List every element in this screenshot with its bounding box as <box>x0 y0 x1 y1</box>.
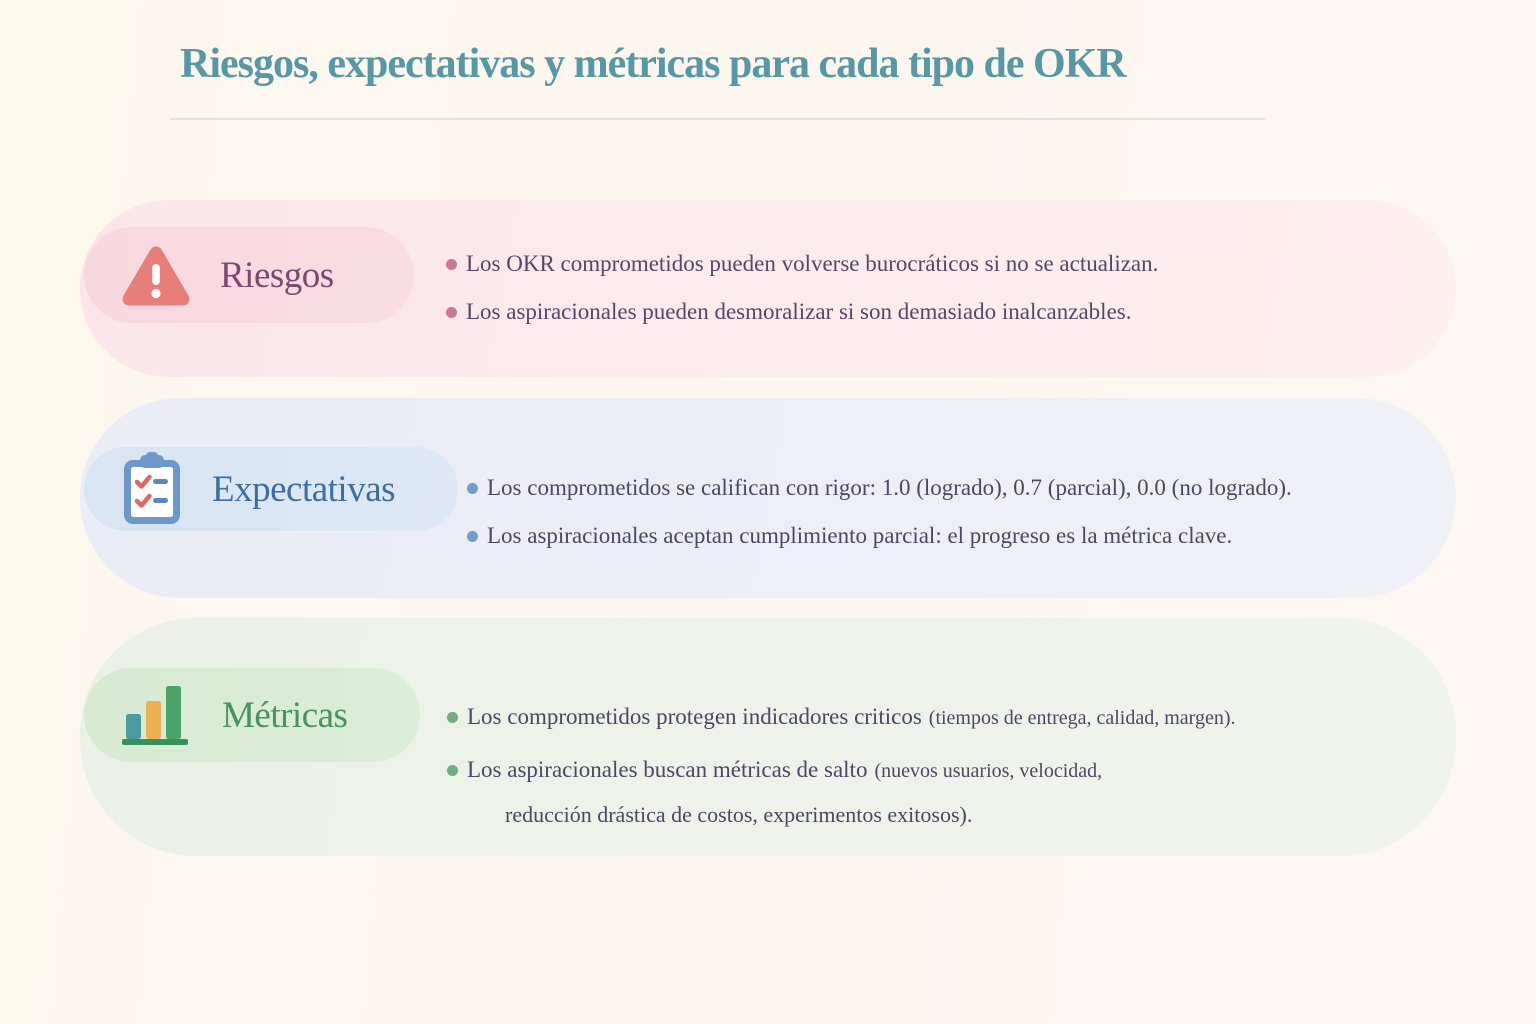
metricas-bullet-1-main: Los comprometidos protegen indicadores c… <box>467 704 922 729</box>
bullet-dot-icon <box>446 259 457 270</box>
expectativas-bullet-2: Los aspiracionales aceptan cumplimiento … <box>467 521 1232 551</box>
riesgos-bullet-1-text: Los OKR comprometidos pueden volverse bu… <box>466 251 1159 276</box>
expectativas-bullet-2-text: Los aspiracionales aceptan cumplimiento … <box>487 523 1233 548</box>
expectativas-label: Expectativas <box>212 468 396 510</box>
riesgos-badge: Riesgos <box>84 227 414 323</box>
metricas-bullet-2-continuation: reducción drástica de costos, experiment… <box>505 802 973 827</box>
metricas-bullet-2-main: Los aspiracionales buscan métricas de sa… <box>467 757 868 782</box>
section-metricas: Métricas Los comprometidos protegen indi… <box>80 618 1456 856</box>
riesgos-bullet-1: Los OKR comprometidos pueden volverse bu… <box>446 249 1158 279</box>
riesgos-bullet-2-text: Los aspiracionales pueden desmoralizar s… <box>466 299 1132 324</box>
bullet-dot-icon <box>446 307 457 318</box>
page-title: Riesgos, expectativas y métricas para ca… <box>180 41 1127 87</box>
section-riesgos: Riesgos Los OKR comprometidos pueden vol… <box>80 200 1456 377</box>
bar-chart-icon <box>122 686 188 745</box>
metricas-badge: Métricas <box>84 668 420 762</box>
expectativas-bullet-1: Los comprometidos se califican con rigor… <box>467 473 1292 503</box>
warning-triangle-icon <box>122 246 190 306</box>
metricas-bullet-1: Los comprometidos protegen indicadores c… <box>447 702 1236 733</box>
metricas-label: Métricas <box>222 694 348 736</box>
bullet-dot-icon <box>447 765 458 776</box>
metricas-bullet-1-paren: (tiempos de entrega, calidad, margen). <box>928 707 1236 729</box>
metricas-bullet-2: Los aspiracionales buscan métricas de sa… <box>447 755 1102 786</box>
bullet-dot-icon <box>467 483 478 494</box>
expectativas-bullet-1-text: Los comprometidos se califican con rigor… <box>487 475 1292 500</box>
riesgos-label: Riesgos <box>220 254 334 296</box>
bullet-dot-icon <box>447 712 458 723</box>
title-divider <box>170 118 1265 120</box>
section-expectativas: Expectativas Los comprometidos se califi… <box>80 398 1456 598</box>
metricas-bullet-2-paren: (nuevos usuarios, velocidad, <box>874 760 1103 782</box>
expectativas-badge: Expectativas <box>84 447 458 531</box>
riesgos-bullet-2: Los aspiracionales pueden desmoralizar s… <box>446 297 1131 327</box>
metricas-bullet-2-text: Los aspiracionales buscan métricas de sa… <box>467 755 1102 786</box>
metricas-bullet-1-text: Los comprometidos protegen indicadores c… <box>467 702 1236 733</box>
clipboard-checklist-icon <box>124 452 180 524</box>
bullet-dot-icon <box>467 531 478 542</box>
